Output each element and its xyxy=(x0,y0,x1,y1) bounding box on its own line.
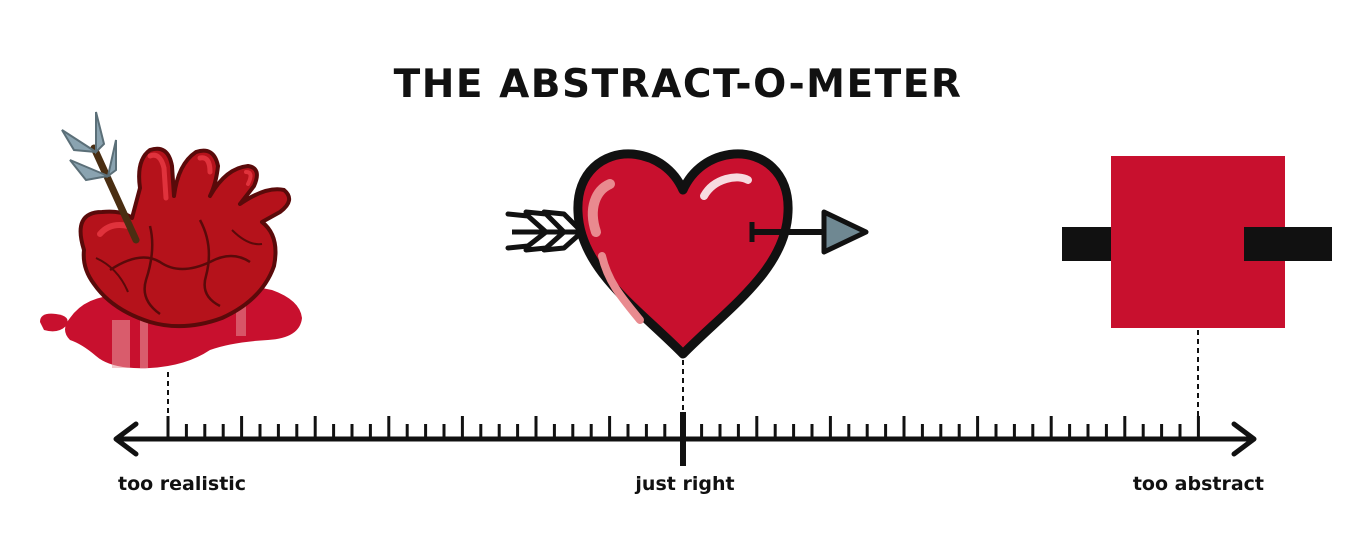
label-too-abstract: too abstract xyxy=(1132,473,1264,495)
realistic-heart-icon xyxy=(40,111,302,369)
scale-axis xyxy=(113,412,1257,466)
label-just-right: just right xyxy=(635,473,735,495)
abstract-square-icon xyxy=(1062,156,1332,328)
axis-ticks xyxy=(166,416,1200,439)
cartoon-heart-icon xyxy=(505,149,869,359)
axis-right-arrowhead xyxy=(1231,421,1257,457)
axis-left-arrowhead xyxy=(113,421,139,457)
label-too-realistic: too realistic xyxy=(118,473,247,495)
page-title: THE ABSTRACT-O-METER xyxy=(393,62,963,107)
